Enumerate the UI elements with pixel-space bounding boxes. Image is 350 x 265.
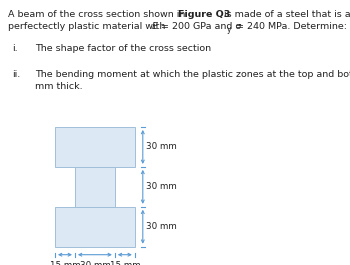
Text: 15 mm: 15 mm — [50, 261, 80, 265]
Text: 30 mm: 30 mm — [79, 261, 110, 265]
Text: ii.: ii. — [12, 70, 20, 79]
Text: i.: i. — [12, 44, 18, 53]
Text: 15 mm: 15 mm — [110, 261, 140, 265]
Text: mm thick.: mm thick. — [35, 82, 83, 91]
Text: Figure Q3: Figure Q3 — [178, 10, 230, 19]
Text: 30 mm: 30 mm — [146, 222, 176, 231]
Text: is made of a steel that is assumed to be elastic-: is made of a steel that is assumed to be… — [221, 10, 350, 19]
Text: = 200 GPa and σ: = 200 GPa and σ — [158, 22, 241, 31]
Bar — [55, 207, 135, 247]
Text: 30 mm: 30 mm — [146, 182, 176, 191]
Text: = 240 MPa. Determine:: = 240 MPa. Determine: — [233, 22, 347, 31]
Text: The shape factor of the cross section: The shape factor of the cross section — [35, 44, 211, 53]
Text: A beam of the cross section shown in: A beam of the cross section shown in — [8, 10, 188, 19]
Bar — [55, 127, 135, 167]
Text: The bending moment at which the plastic zones at the top and bottom of the bar a: The bending moment at which the plastic … — [35, 70, 350, 79]
Text: perfectectly plastic material with: perfectectly plastic material with — [8, 22, 168, 31]
Text: y: y — [227, 25, 231, 34]
Text: 30 mm: 30 mm — [146, 143, 176, 152]
Bar — [75, 167, 115, 207]
Text: E: E — [152, 22, 158, 31]
